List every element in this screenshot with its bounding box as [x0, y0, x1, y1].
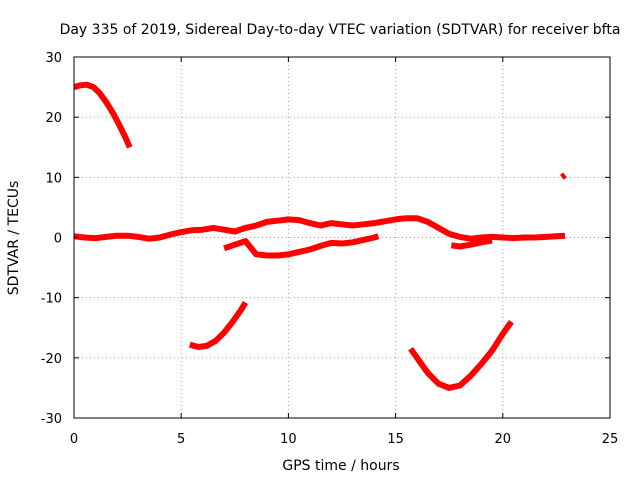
series-arc-neg-late [408, 319, 514, 391]
x-tick-label: 5 [177, 432, 185, 447]
series-arc-main-zero [73, 215, 566, 242]
x-tick-label: 25 [602, 432, 619, 447]
y-tick-label: 10 [45, 171, 62, 186]
series-arc-point-high-late [559, 172, 567, 180]
data-series [73, 81, 567, 391]
x-axis-label: GPS time / hours [282, 458, 399, 474]
y-tick-label: -10 [41, 292, 62, 307]
x-tick-label: 0 [70, 432, 78, 447]
x-tick-label: 15 [387, 432, 404, 447]
y-axis-label: SDTVAR / TECUs [6, 181, 22, 296]
x-tick-label: 20 [495, 432, 512, 447]
chart-title: Day 335 of 2019, Sidereal Day-to-day VTE… [60, 22, 621, 38]
y-tick-label: -20 [41, 352, 62, 367]
axis-ticks: 0 5 10 15 20 25 30 20 10 0 -10 -20 -30 [41, 51, 619, 447]
y-tick-label: 20 [45, 111, 62, 126]
y-tick-label: 30 [45, 51, 62, 66]
y-tick-label: 0 [54, 232, 62, 247]
grid-lines [74, 57, 610, 418]
series-arc-neg-early [188, 300, 249, 350]
series-arc-dip-late [450, 237, 493, 250]
x-tick-label: 10 [280, 432, 297, 447]
series-arc-mid-low [223, 233, 380, 259]
y-tick-label: -30 [41, 412, 62, 427]
series-arc-early-high [73, 81, 133, 149]
